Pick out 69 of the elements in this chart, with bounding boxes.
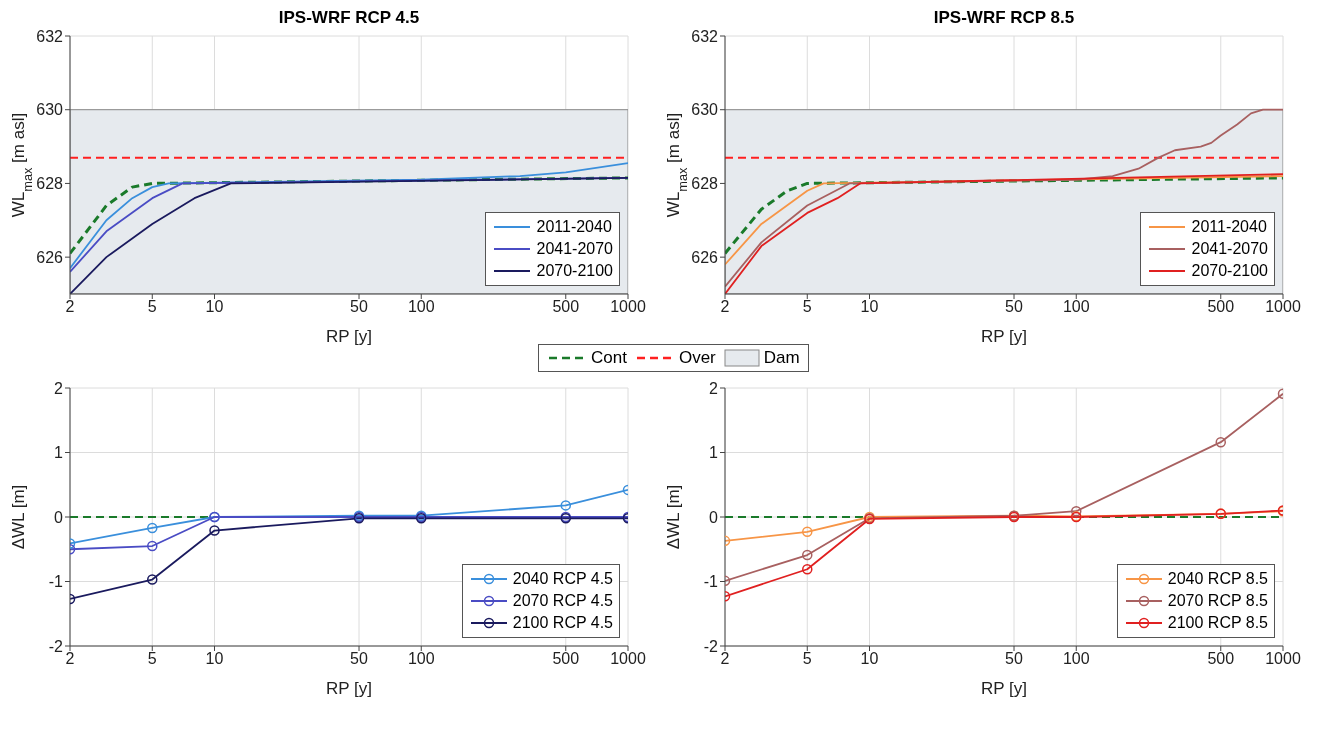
x-tick-label: 10 bbox=[860, 298, 879, 316]
x-tick-label: 1000 bbox=[610, 650, 646, 668]
x-tick-label: 100 bbox=[1062, 650, 1090, 668]
y-tick-label: 628 bbox=[36, 175, 64, 193]
legend-label: 2100 RCP 4.5 bbox=[512, 614, 613, 632]
x-axis-title: RP [y] bbox=[981, 327, 1027, 346]
x-axis-title: RP [y] bbox=[326, 679, 372, 698]
y-axis-title: ΔWL [m] bbox=[9, 484, 28, 550]
x-tick-label: 2 bbox=[65, 298, 75, 316]
y-tick-label: 2 bbox=[709, 379, 719, 397]
chart-title: IPS-WRF RCP 4.5 bbox=[277, 8, 421, 28]
x-tick-label: 5 bbox=[802, 298, 812, 316]
legend-label: 2070-2100 bbox=[536, 262, 613, 280]
chart-title: IPS-WRF RCP 8.5 bbox=[932, 8, 1076, 28]
legend-label: 2041-2070 bbox=[536, 240, 613, 258]
legend-label: 2070 RCP 8.5 bbox=[1167, 592, 1268, 610]
y-tick-label: 1 bbox=[709, 444, 719, 462]
y-tick-label: 630 bbox=[691, 101, 719, 119]
y-axis-title: ΔWL [m] bbox=[664, 484, 683, 550]
x-tick-label: 500 bbox=[552, 298, 580, 316]
y-tick-label: 632 bbox=[36, 27, 64, 45]
x-tick-label: 5 bbox=[147, 298, 157, 316]
x-tick-label: 5 bbox=[802, 650, 812, 668]
y-tick-label: 628 bbox=[691, 175, 719, 193]
y-tick-label: -2 bbox=[48, 637, 64, 655]
legend-label: 2041-2070 bbox=[1191, 240, 1268, 258]
x-tick-label: 100 bbox=[407, 650, 435, 668]
legend-label: 2070 RCP 4.5 bbox=[512, 592, 613, 610]
x-tick-label: 10 bbox=[205, 298, 224, 316]
legend-label: 2070-2100 bbox=[1191, 262, 1268, 280]
x-tick-label: 10 bbox=[860, 650, 879, 668]
legend-label: 2011-2040 bbox=[536, 218, 612, 236]
x-axis-title: RP [y] bbox=[981, 679, 1027, 698]
x-tick-label: 500 bbox=[1207, 298, 1235, 316]
legend-label: 2011-2040 bbox=[1191, 218, 1267, 236]
x-tick-label: 1000 bbox=[1265, 650, 1301, 668]
y-tick-label: -1 bbox=[48, 573, 64, 591]
x-tick-label: 100 bbox=[407, 298, 435, 316]
legend-label: Cont bbox=[590, 348, 627, 368]
y-tick-label: -1 bbox=[703, 573, 719, 591]
x-tick-label: 500 bbox=[1207, 650, 1235, 668]
x-tick-label: 1000 bbox=[610, 298, 646, 316]
x-tick-label: 2 bbox=[65, 650, 75, 668]
x-tick-label: 2 bbox=[720, 650, 730, 668]
x-tick-label: 1000 bbox=[1265, 298, 1301, 316]
x-tick-label: 2 bbox=[720, 298, 730, 316]
y-tick-label: -2 bbox=[703, 637, 719, 655]
x-tick-label: 500 bbox=[552, 650, 580, 668]
x-tick-label: 5 bbox=[147, 650, 157, 668]
x-tick-label: 50 bbox=[1005, 650, 1024, 668]
x-tick-label: 10 bbox=[205, 650, 224, 668]
y-tick-label: 626 bbox=[36, 248, 64, 266]
x-tick-label: 50 bbox=[350, 650, 369, 668]
y-tick-label: 1 bbox=[54, 444, 64, 462]
legend-label: 2100 RCP 8.5 bbox=[1167, 614, 1268, 632]
y-tick-label: 2 bbox=[54, 379, 64, 397]
x-axis-title: RP [y] bbox=[326, 327, 372, 346]
legend-label: 2040 RCP 8.5 bbox=[1167, 570, 1268, 588]
x-tick-label: 100 bbox=[1062, 298, 1090, 316]
y-tick-label: 630 bbox=[36, 101, 64, 119]
legend-label: 2040 RCP 4.5 bbox=[512, 570, 613, 588]
legend-label: Over bbox=[677, 348, 716, 368]
legend-label: Dam bbox=[762, 348, 800, 368]
x-tick-label: 50 bbox=[350, 298, 369, 316]
y-tick-label: 632 bbox=[691, 27, 719, 45]
y-tick-label: 0 bbox=[709, 508, 719, 526]
y-tick-label: 0 bbox=[54, 508, 64, 526]
x-tick-label: 50 bbox=[1005, 298, 1024, 316]
y-tick-label: 626 bbox=[691, 248, 719, 266]
